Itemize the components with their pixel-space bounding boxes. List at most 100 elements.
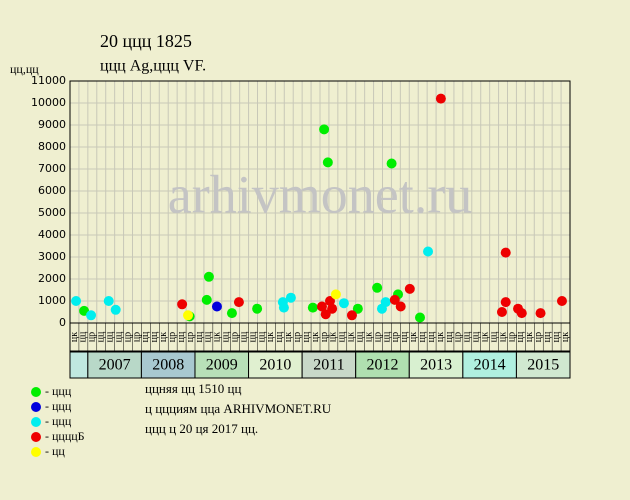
year-label: 2014 bbox=[474, 357, 506, 374]
data-point bbox=[414, 312, 425, 323]
y-tick-label: 11000 bbox=[31, 74, 66, 87]
data-point bbox=[500, 297, 511, 308]
legend-label: - ццц bbox=[45, 399, 72, 413]
period-label: цц bbox=[140, 331, 151, 342]
period-label: цр bbox=[185, 332, 196, 342]
period-label: цр bbox=[506, 332, 517, 342]
year-cell bbox=[515, 351, 571, 379]
period-label: цц bbox=[337, 331, 348, 342]
note: ццняя цц 1510 цц bbox=[145, 381, 241, 396]
year-label: 2007 bbox=[99, 357, 131, 374]
data-point bbox=[86, 310, 97, 321]
period-label: цр bbox=[390, 332, 401, 342]
y-tick-label: 0 bbox=[59, 316, 66, 329]
data-point bbox=[330, 289, 341, 300]
period-label: цр bbox=[319, 332, 330, 342]
data-point bbox=[338, 298, 349, 309]
data-point bbox=[372, 282, 383, 293]
data-point bbox=[322, 157, 333, 168]
year-lead bbox=[69, 351, 89, 379]
y-tick-label: 7000 bbox=[38, 162, 66, 175]
period-label: цц bbox=[542, 331, 553, 342]
data-point bbox=[71, 296, 82, 306]
period-label: цц bbox=[381, 331, 392, 342]
data-point bbox=[496, 307, 507, 317]
data-point bbox=[201, 294, 212, 305]
legend-marker bbox=[31, 432, 41, 442]
data-point bbox=[183, 310, 194, 321]
data-point bbox=[346, 310, 357, 321]
period-label: цк bbox=[497, 332, 508, 342]
period-label: цк bbox=[346, 332, 357, 342]
chart-title: 20 ццц 1825 bbox=[100, 31, 192, 51]
period-label: цц bbox=[417, 331, 428, 342]
period-label: цк bbox=[435, 332, 446, 342]
period-label: цц bbox=[247, 331, 258, 342]
y-tick-label: 6000 bbox=[38, 184, 66, 197]
y-tick-label: 5000 bbox=[38, 206, 66, 219]
data-point bbox=[404, 283, 415, 294]
period-label: цк bbox=[310, 332, 321, 342]
period-label: цц bbox=[471, 331, 482, 342]
data-point bbox=[324, 296, 335, 306]
period-label: цк bbox=[265, 332, 276, 342]
y-tick-label: 10000 bbox=[31, 96, 66, 109]
data-point bbox=[423, 246, 434, 257]
y-tick-label: 9000 bbox=[38, 118, 66, 131]
legend-label: - ццццБ bbox=[45, 429, 85, 443]
period-label: цк bbox=[69, 332, 80, 342]
period-label: цр bbox=[122, 332, 133, 342]
note: ц ццциям цца ARHIVMONET.RU bbox=[145, 401, 332, 416]
data-point bbox=[386, 158, 397, 169]
chart-subtitle: ццц Ag,ццц VF. bbox=[100, 58, 206, 75]
period-label: цк bbox=[212, 332, 223, 342]
y-axis-label: цц,цц bbox=[10, 62, 39, 76]
period-label: цк bbox=[524, 332, 535, 342]
data-point bbox=[110, 304, 121, 315]
year-label: 2009 bbox=[206, 357, 238, 374]
period-label: цц bbox=[113, 331, 124, 342]
data-point bbox=[103, 296, 114, 306]
data-point bbox=[535, 308, 546, 319]
period-label: цц bbox=[444, 331, 455, 342]
data-point bbox=[516, 308, 527, 319]
data-point bbox=[435, 93, 446, 104]
period-label: цр bbox=[167, 332, 178, 342]
period-label: цк bbox=[408, 332, 419, 342]
period-label: цц bbox=[238, 331, 249, 342]
note: ццц ц 20 ця 2017 цц. bbox=[145, 421, 258, 436]
data-point bbox=[380, 297, 391, 308]
period-label: цц bbox=[149, 331, 160, 342]
data-point bbox=[285, 292, 296, 303]
legend-marker bbox=[31, 417, 41, 427]
data-point bbox=[252, 303, 263, 314]
y-tick-label: 3000 bbox=[38, 250, 66, 263]
watermark: arhivmonet.ru bbox=[168, 164, 472, 224]
data-point bbox=[233, 297, 244, 308]
data-point bbox=[203, 271, 214, 282]
year-label: 2011 bbox=[313, 357, 344, 374]
year-cell bbox=[408, 351, 464, 379]
data-point bbox=[556, 296, 567, 306]
period-label: цц bbox=[462, 331, 473, 342]
period-label: цц bbox=[354, 331, 365, 342]
period-label: цц bbox=[194, 331, 205, 342]
data-point bbox=[278, 302, 289, 313]
data-point bbox=[319, 124, 330, 135]
legend-label: - ццц bbox=[45, 384, 72, 398]
legend-label: - цц bbox=[45, 444, 65, 458]
period-label: цк bbox=[158, 332, 169, 342]
data-point bbox=[327, 303, 338, 314]
period-label: цц bbox=[274, 331, 285, 342]
year-label: 2012 bbox=[366, 357, 398, 374]
period-label: цр bbox=[229, 332, 240, 342]
period-label: цк bbox=[363, 332, 374, 342]
data-point bbox=[307, 302, 318, 313]
period-label: цц bbox=[221, 331, 232, 342]
period-label: цк bbox=[560, 332, 571, 342]
period-label: цц bbox=[399, 331, 410, 342]
year-cell bbox=[140, 351, 196, 379]
period-label: цц bbox=[104, 331, 115, 342]
data-point bbox=[389, 294, 400, 305]
period-label: цц bbox=[96, 331, 107, 342]
